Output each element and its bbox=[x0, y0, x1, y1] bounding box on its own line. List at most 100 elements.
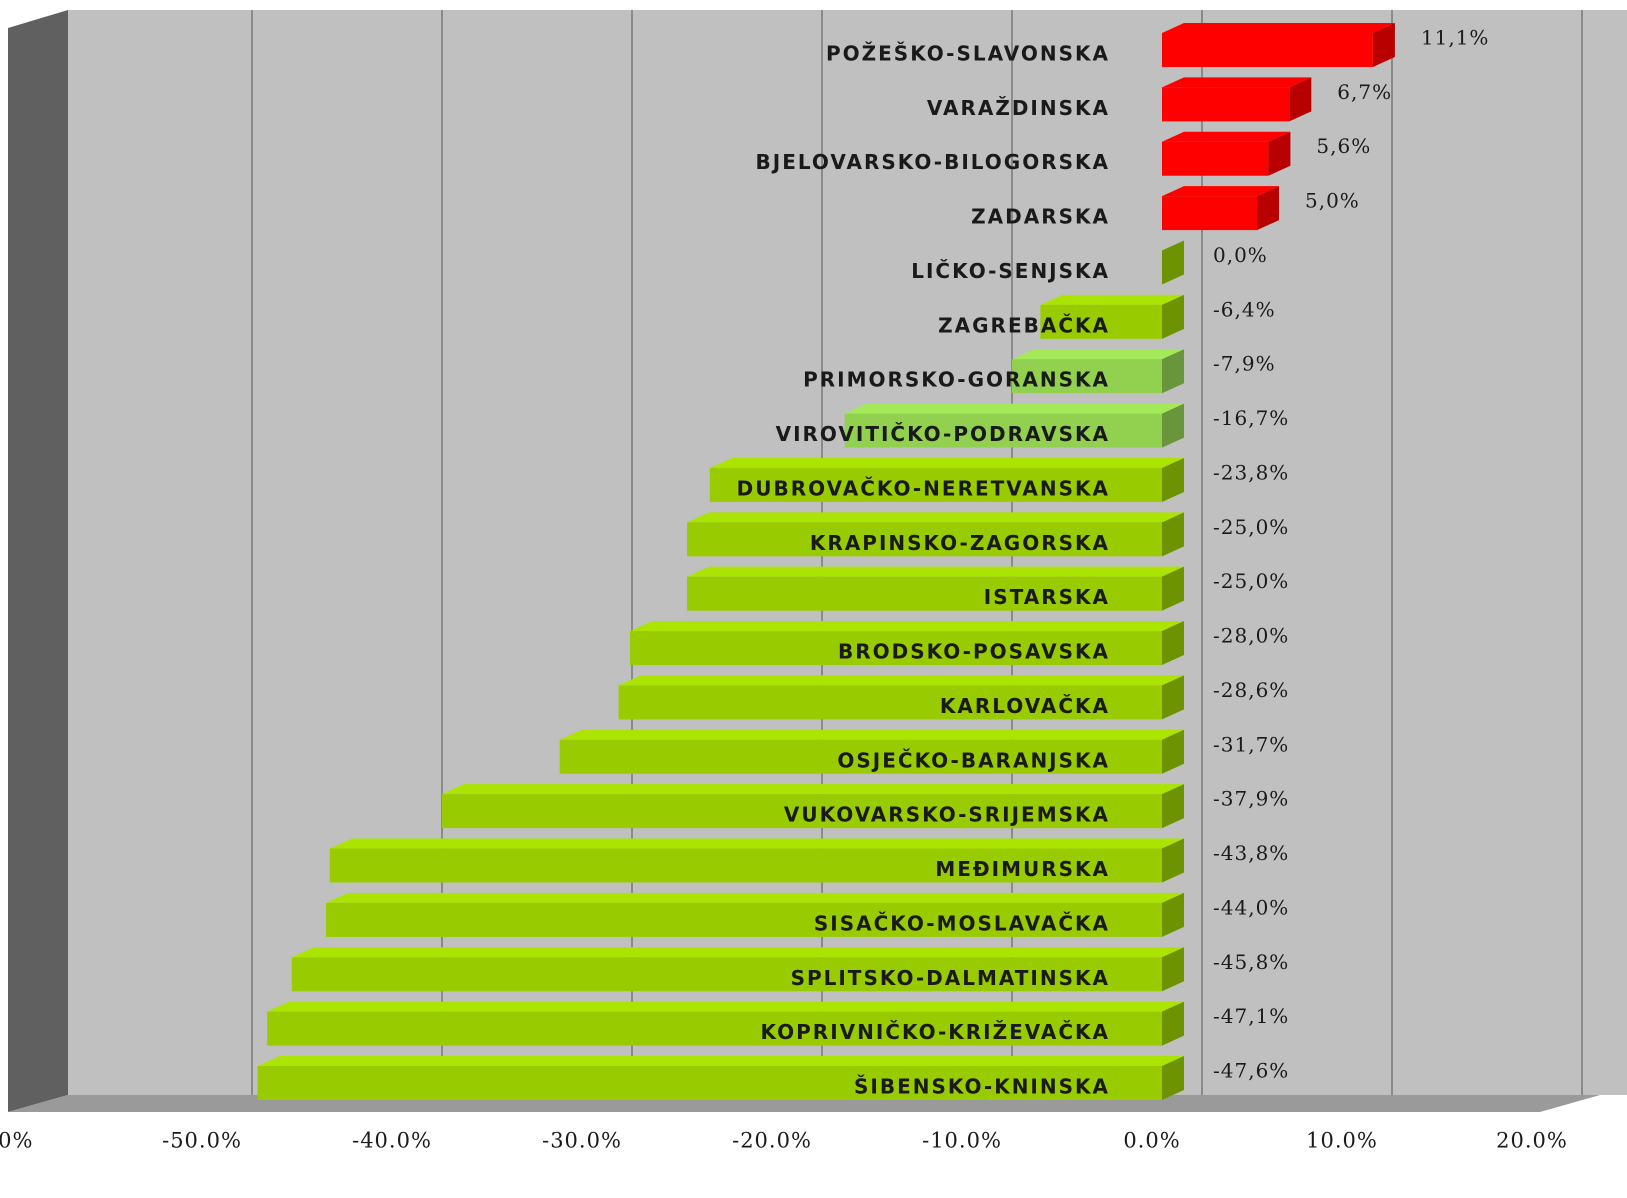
bar-side bbox=[1372, 23, 1395, 67]
category-label: VARAŽDINSKA bbox=[927, 96, 1110, 120]
bar-top bbox=[257, 1056, 1185, 1066]
side-wall bbox=[8, 10, 68, 1112]
x-tick-label: -30.0% bbox=[542, 1129, 622, 1153]
bar bbox=[1162, 23, 1395, 67]
bar-front bbox=[1040, 304, 1162, 339]
value-label: -6,4% bbox=[1213, 297, 1276, 321]
bar-top bbox=[687, 566, 1184, 577]
category-label: SPLITSKO-DALMATINSKA bbox=[791, 966, 1110, 990]
bar bbox=[326, 892, 1184, 937]
category-label: KRAPINSKO-ZAGORSKA bbox=[810, 531, 1110, 555]
bar-side bbox=[1162, 240, 1184, 285]
bar bbox=[687, 566, 1184, 611]
value-label: 11,1% bbox=[1421, 26, 1490, 50]
bar bbox=[1040, 294, 1184, 339]
value-label: -28,0% bbox=[1213, 624, 1289, 648]
bar-top bbox=[267, 1001, 1185, 1012]
category-label: OSJEČKO-BARANJSKA bbox=[837, 748, 1110, 772]
bar bbox=[1162, 77, 1312, 122]
bar bbox=[709, 457, 1184, 502]
bar-front bbox=[559, 739, 1162, 774]
x-tick-label: 20.0% bbox=[1496, 1129, 1568, 1153]
category-label: KOPRIVNIČKO-KRIŽEVAČKA bbox=[761, 1020, 1110, 1044]
bar-front bbox=[687, 576, 1162, 611]
x-tick-label: .0% bbox=[0, 1129, 34, 1153]
bar-side bbox=[1162, 1056, 1184, 1100]
bar-front bbox=[441, 794, 1162, 829]
bar bbox=[559, 729, 1184, 774]
bar-side bbox=[1162, 784, 1184, 829]
bar-top bbox=[1011, 349, 1184, 360]
value-label: -47,6% bbox=[1213, 1059, 1289, 1083]
bar-front bbox=[1162, 196, 1257, 231]
value-label: -45,8% bbox=[1213, 950, 1289, 974]
bar-top bbox=[687, 512, 1184, 523]
category-label: POŽEŠKO-SLAVONSKA bbox=[826, 42, 1110, 66]
bar-top bbox=[326, 892, 1184, 903]
category-label: ZAGREBAČKA bbox=[938, 313, 1110, 337]
bar bbox=[844, 403, 1184, 448]
value-label: -43,8% bbox=[1213, 841, 1289, 865]
category-label: DUBROVAČKO-NERETVANSKA bbox=[737, 476, 1110, 500]
bar-top bbox=[1162, 131, 1291, 142]
bar-top bbox=[844, 403, 1184, 414]
value-label: -44,0% bbox=[1213, 895, 1289, 919]
bar-side bbox=[1162, 349, 1184, 394]
category-label: VIROVITIČKO-PODRAVSKA bbox=[776, 422, 1110, 446]
bar-side bbox=[1162, 675, 1184, 720]
bar-top bbox=[329, 838, 1184, 849]
bar-side bbox=[1162, 1001, 1184, 1046]
bar bbox=[1162, 186, 1279, 231]
bar-side bbox=[1162, 729, 1184, 774]
bar-side bbox=[1289, 77, 1312, 122]
bar-front bbox=[1011, 359, 1162, 394]
bar bbox=[630, 621, 1184, 666]
bar bbox=[687, 512, 1184, 557]
bar bbox=[1162, 131, 1291, 176]
bar bbox=[441, 784, 1184, 829]
x-tick-label: -40.0% bbox=[352, 1129, 432, 1153]
bar-side bbox=[1162, 621, 1184, 666]
value-label: 0,0% bbox=[1213, 243, 1268, 267]
x-tick-label: -20.0% bbox=[732, 1129, 812, 1153]
bar bbox=[329, 838, 1184, 883]
bar-side bbox=[1162, 457, 1184, 502]
value-label: -25,0% bbox=[1213, 515, 1289, 539]
bar-side bbox=[1257, 186, 1279, 231]
bar-top bbox=[1162, 77, 1312, 88]
x-tick-label: 10.0% bbox=[1306, 1129, 1378, 1153]
bar-side bbox=[1162, 838, 1184, 883]
bar-top bbox=[709, 457, 1184, 468]
bar bbox=[291, 947, 1184, 992]
category-label: BRODSKO-POSAVSKA bbox=[838, 640, 1110, 664]
value-label: -7,9% bbox=[1213, 352, 1276, 376]
bar-top bbox=[291, 947, 1184, 958]
bar bbox=[1162, 240, 1184, 285]
value-label: -47,1% bbox=[1213, 1004, 1289, 1028]
category-label: SISAČKO-MOSLAVAČKA bbox=[814, 911, 1110, 935]
value-label: -16,7% bbox=[1213, 406, 1289, 430]
category-label: ISTARSKA bbox=[984, 585, 1110, 609]
bar-top bbox=[630, 621, 1184, 632]
value-label: 6,7% bbox=[1337, 80, 1392, 104]
value-label: -31,7% bbox=[1213, 732, 1289, 756]
bar-front bbox=[687, 522, 1162, 557]
x-tick-label: 0.0% bbox=[1123, 1129, 1180, 1153]
bar-top bbox=[1162, 186, 1279, 197]
bar bbox=[257, 1056, 1185, 1100]
bars bbox=[257, 23, 1395, 1100]
bar-front bbox=[630, 631, 1162, 666]
bar bbox=[618, 675, 1184, 720]
bar bbox=[1011, 349, 1184, 394]
bar-top bbox=[1162, 23, 1395, 33]
category-label: PRIMORSKO-GORANSKA bbox=[803, 368, 1110, 392]
bar-side bbox=[1162, 294, 1184, 339]
category-label: ŠIBENSKO-KNINSKA bbox=[854, 1075, 1110, 1099]
value-label: -28,6% bbox=[1213, 678, 1289, 702]
x-tick-label: -50.0% bbox=[162, 1129, 242, 1153]
category-label: ZADARSKA bbox=[971, 205, 1110, 229]
bar-front bbox=[618, 685, 1162, 720]
bar-top bbox=[618, 675, 1184, 686]
value-label: 5,6% bbox=[1316, 134, 1371, 158]
